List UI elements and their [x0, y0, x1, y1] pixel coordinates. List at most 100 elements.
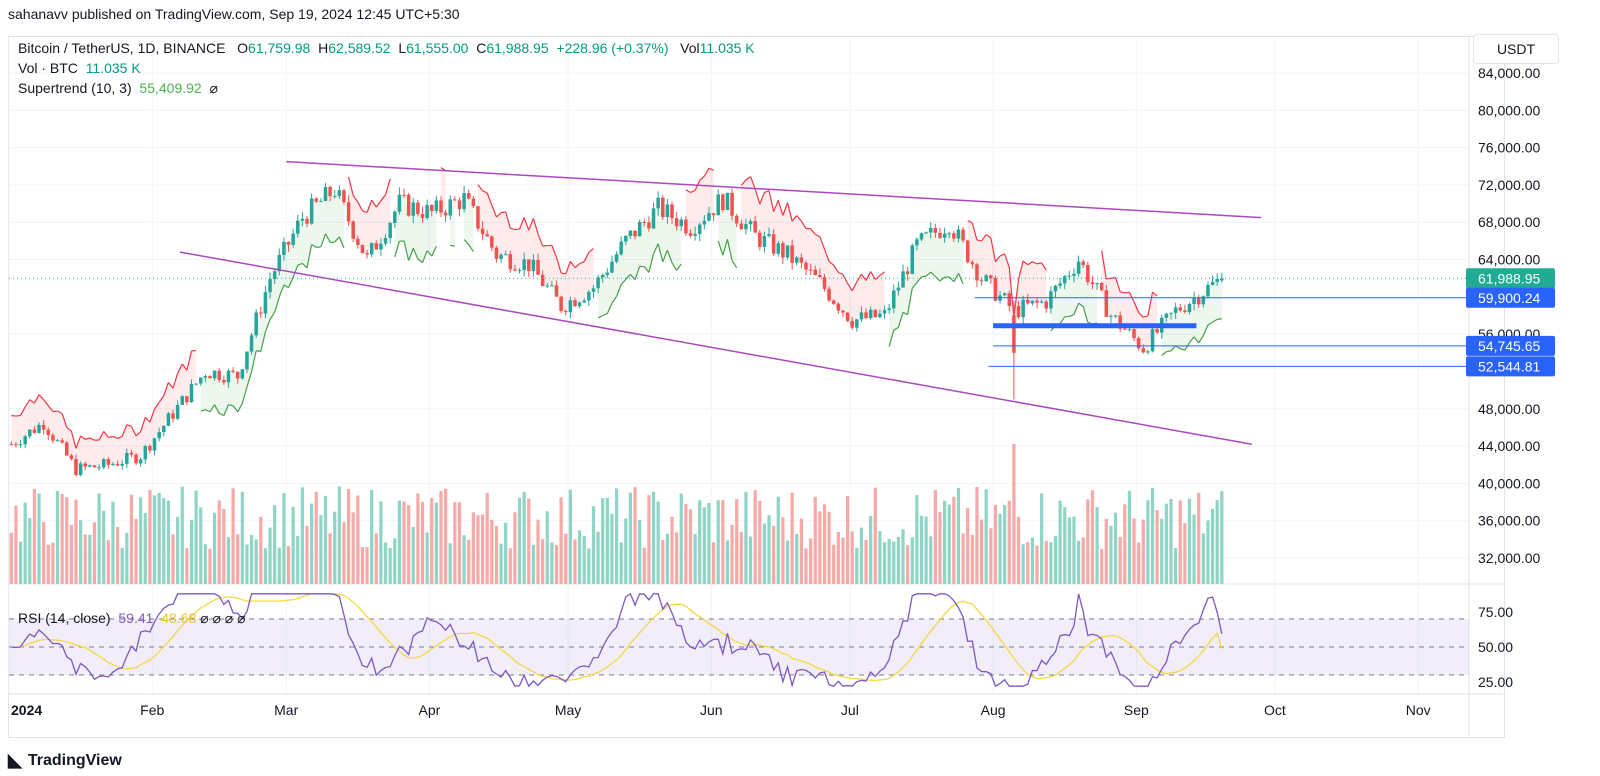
volume-bar	[1086, 499, 1090, 584]
volume-bar	[1012, 444, 1016, 584]
volume-bar	[582, 536, 586, 584]
rsi-tick-label: 50.00	[1478, 639, 1513, 655]
volume-legend[interactable]: Vol · BTC 11.035 K	[18, 60, 141, 76]
hide-icon[interactable]: ⌀	[209, 80, 218, 96]
volume-bar	[1132, 518, 1136, 584]
volume-bar	[476, 515, 480, 584]
candle-body	[383, 237, 388, 244]
volume-bar	[522, 491, 526, 584]
volume-bar	[651, 491, 656, 584]
volume-bar	[832, 544, 836, 584]
hide-icon[interactable]: ⌀ ⌀ ⌀ ⌀	[200, 610, 246, 626]
candle-body	[1150, 329, 1155, 352]
volume-bar	[679, 493, 683, 584]
supertrend-line	[311, 244, 317, 248]
candle-body	[1086, 265, 1090, 283]
supertrend-line	[740, 179, 747, 186]
supertrend-line	[324, 233, 331, 243]
supertrend-fill	[126, 424, 132, 455]
volume-bar	[707, 502, 711, 584]
candle-body	[379, 243, 383, 250]
candle-body	[88, 465, 92, 467]
supertrend-line	[1041, 262, 1047, 271]
supertrend-line	[1120, 291, 1125, 294]
supertrend-fill	[25, 399, 30, 437]
supertrend-fill	[99, 431, 104, 468]
volume-bar	[624, 518, 628, 584]
supertrend-line	[278, 284, 285, 298]
supertrend-line	[117, 435, 123, 439]
supertrend-line	[685, 189, 691, 193]
supertrend-fill	[741, 179, 746, 230]
supertrend-line	[676, 263, 682, 271]
trendline-upper	[286, 160, 1262, 219]
candle-body	[1178, 307, 1182, 311]
supertrend-line	[1217, 318, 1222, 320]
candle-body	[665, 204, 670, 218]
volume-bar	[882, 542, 887, 584]
volume-bar	[739, 531, 743, 584]
supertrend-line	[140, 417, 146, 432]
supertrend-fill	[80, 436, 86, 467]
candle-body	[1007, 293, 1012, 306]
supertrend-fill	[422, 205, 428, 263]
supertrend-legend[interactable]: Supertrend (10, 3) 55,409.92 ⌀	[18, 80, 218, 97]
price-tick-label: 80,000.00	[1478, 102, 1540, 118]
volume-bar	[938, 511, 942, 584]
volume-bar	[351, 512, 355, 584]
volume-bar	[92, 522, 97, 584]
rsi-legend[interactable]: RSI (14, close) 59.41 48.68 ⌀ ⌀ ⌀ ⌀	[18, 610, 246, 627]
currency-button[interactable]: USDT	[1473, 34, 1559, 64]
supertrend-line	[786, 202, 793, 222]
supertrend-line	[1207, 321, 1213, 326]
volume-bar	[975, 486, 979, 584]
candle-body	[300, 218, 305, 221]
candle-body	[406, 194, 411, 216]
time-tick-label: Jul	[841, 702, 859, 718]
volume-bar	[1137, 542, 1141, 584]
supertrend-fill	[413, 202, 418, 259]
supertrend-fill	[20, 406, 26, 445]
volume-bar	[513, 512, 517, 584]
supertrend-fill	[870, 271, 876, 318]
supertrend-line	[1188, 336, 1195, 344]
supertrend-line	[491, 204, 497, 218]
candle-body	[32, 429, 37, 433]
candle-body	[277, 254, 282, 272]
supertrend-fill	[376, 200, 381, 250]
candle-body	[628, 230, 633, 236]
supertrend-fill	[630, 230, 636, 280]
supertrend-fill	[94, 440, 100, 468]
volume-bar	[333, 511, 337, 584]
volume-bar	[245, 544, 249, 584]
price-tick-label: 48,000.00	[1478, 401, 1540, 417]
supertrend-fill	[29, 399, 35, 433]
supertrend-line	[625, 274, 631, 280]
volume-bar	[97, 493, 101, 584]
volume-bar	[642, 547, 646, 584]
volume-bar	[1035, 545, 1039, 584]
volume-bar	[328, 533, 332, 584]
volume-bar	[808, 538, 813, 584]
rsi-ma-line	[11, 593, 1223, 681]
volume-bar	[1183, 523, 1187, 584]
candle-body	[9, 444, 14, 446]
volume-bar	[457, 502, 462, 584]
volume-bar	[1021, 544, 1025, 584]
candle-body	[1206, 284, 1210, 297]
candle-body	[642, 221, 647, 223]
supertrend-line	[241, 386, 248, 404]
supertrend-line	[722, 239, 729, 256]
volume-bar	[300, 487, 305, 584]
volume-bar	[873, 487, 877, 584]
supertrend-line	[1106, 277, 1112, 280]
time-tick-label: Feb	[140, 702, 164, 718]
tradingview-logo[interactable]: ◣ TradingView	[8, 750, 122, 771]
supertrend-line	[865, 271, 872, 281]
supertrend-fill	[1110, 277, 1116, 317]
supertrend-line	[791, 215, 798, 222]
supertrend-fill	[1198, 296, 1204, 343]
candle-body	[554, 285, 559, 297]
candle-body	[194, 383, 198, 385]
